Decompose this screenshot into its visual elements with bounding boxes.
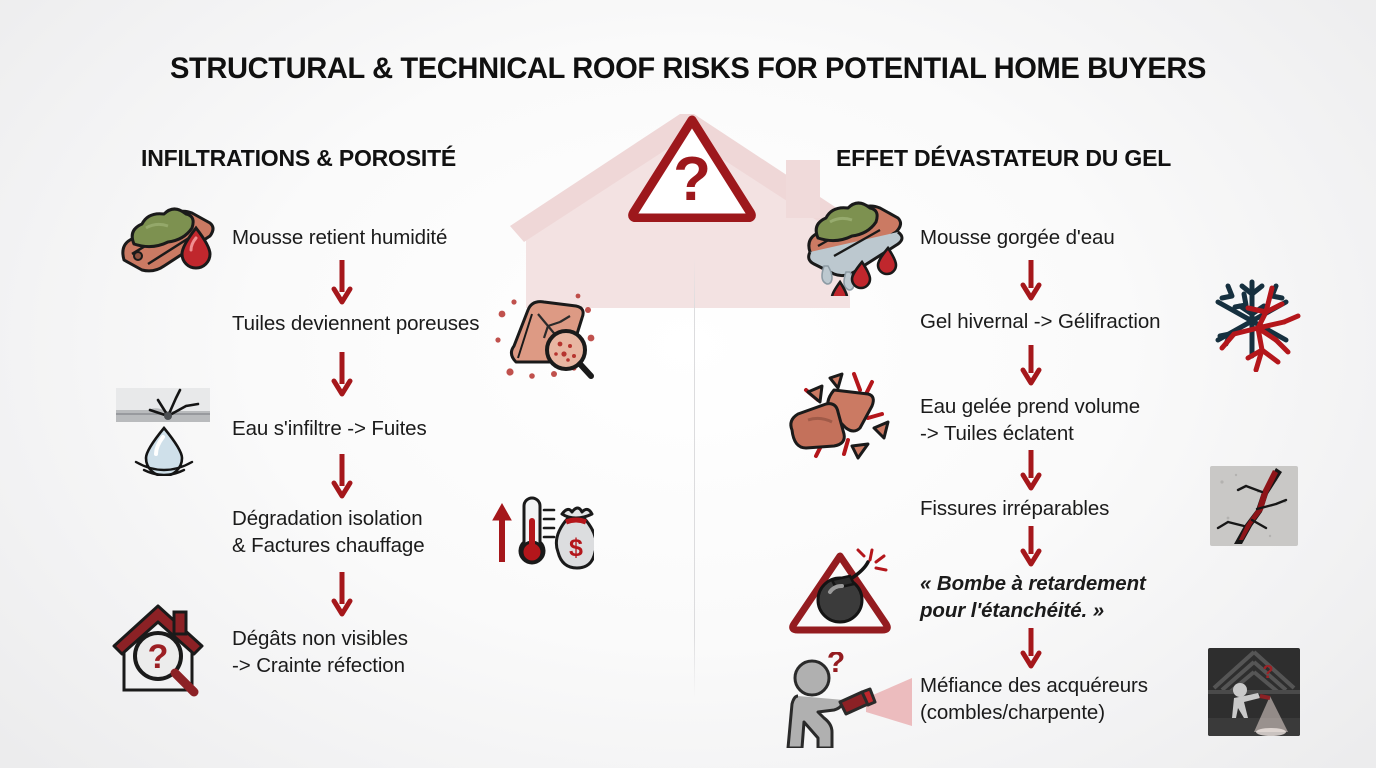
- bomb-warning-triangle-icon: [788, 548, 900, 634]
- svg-text:?: ?: [673, 145, 711, 214]
- flow-arrow-right-5: [1020, 626, 1042, 670]
- flow-arrow-right-1: [1020, 258, 1042, 302]
- step-text-right-1: Mousse gorgée d'eau: [920, 226, 1115, 249]
- flow-arrow-left-3: [331, 452, 353, 500]
- flow-arrow-left-4: [331, 570, 353, 618]
- column-divider: [694, 258, 695, 698]
- column-header-gel: EFFET DÉVASTATEUR DU GEL: [836, 145, 1172, 171]
- step-text-right-5: « Bombe à retardement pour l'étanchéité.…: [920, 572, 1146, 622]
- flow-arrow-right-2: [1020, 343, 1042, 387]
- porous-tile-magnifier-icon: [492, 288, 596, 380]
- svg-text:?: ?: [148, 638, 169, 676]
- mossy-tile-dripping-icon: [800, 196, 912, 296]
- step-text-right-4: Fissures irréparables: [920, 497, 1110, 520]
- step-text-right-6: Méfiance des acquéreurs (combles/charpen…: [920, 674, 1148, 724]
- flow-arrow-right-3: [1020, 448, 1042, 492]
- flow-arrow-right-4: [1020, 524, 1042, 568]
- mossy-tile-droplet-icon: [112, 198, 222, 280]
- house-question-magnifier-icon: ?: [108, 598, 212, 698]
- thermometer-moneybag-icon: $: [490, 494, 594, 572]
- step-text-right-3: Eau gelée prend volume -> Tuiles éclaten…: [920, 395, 1141, 445]
- attic-inspection-photo: ?: [1208, 648, 1300, 736]
- svg-text:?: ?: [1263, 662, 1274, 682]
- step-text-left-3: Eau s'infiltre -> Fuites: [232, 417, 427, 440]
- inspector-flashlight-icon: ?: [778, 652, 912, 748]
- svg-text:?: ?: [827, 652, 845, 679]
- flow-arrow-left-2: [331, 350, 353, 398]
- step-text-right-2: Gel hivernal -> Gélifraction: [920, 310, 1161, 333]
- column-header-infiltrations: INFILTRATIONS & POROSITÉ: [141, 145, 457, 171]
- page-title: STRUCTURAL & TECHNICAL ROOF RISKS FOR PO…: [169, 52, 1207, 85]
- step-text-left-4: Dégradation isolation & Factures chauffa…: [232, 507, 425, 557]
- flow-arrow-left-1: [331, 258, 353, 306]
- step-text-left-1: Mousse retient humidité: [232, 226, 448, 249]
- step-text-left-2: Tuiles deviennent poreuses: [232, 312, 480, 335]
- step-text-left-5: Dégâts non visibles -> Crainte réfection: [232, 627, 408, 677]
- warning-triangle-question-icon: ?: [628, 112, 756, 222]
- shattered-tile-icon: [786, 368, 890, 462]
- ceiling-crack-waterdrop-icon: [114, 384, 214, 476]
- svg-text:$: $: [569, 534, 583, 562]
- snowflake-crack-icon: [1212, 278, 1310, 372]
- cracked-concrete-photo: [1210, 466, 1298, 546]
